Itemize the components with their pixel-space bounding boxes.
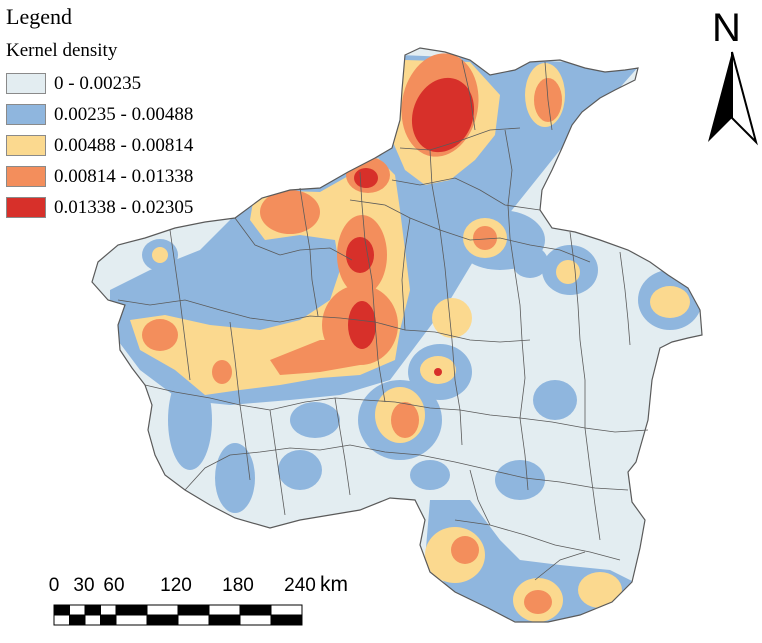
legend-swatch <box>6 73 46 94</box>
density-class-2 <box>578 572 622 608</box>
legend-label: 0.00235 - 0.00488 <box>54 103 194 125</box>
density-class-1 <box>641 477 669 513</box>
density-class-1 <box>512 246 548 278</box>
density-class-3 <box>142 319 178 351</box>
legend-label: 0.01338 - 0.02305 <box>54 196 194 218</box>
density-class-2 <box>556 260 580 284</box>
scale-segment <box>146 604 179 616</box>
scale-tick-label: 180 <box>222 575 254 596</box>
scale-unit: km <box>320 573 348 596</box>
density-class-1 <box>290 402 340 438</box>
legend-item: 0.00814 - 0.01338 <box>6 161 246 192</box>
density-class-3 <box>270 340 360 375</box>
north-arrow-icon <box>708 51 758 146</box>
density-class-3 <box>473 226 497 250</box>
density-class-1 <box>533 380 577 420</box>
scale-segment <box>53 614 70 626</box>
density-class-1 <box>168 370 212 470</box>
density-class-3 <box>212 360 232 384</box>
scale-segment <box>177 604 210 616</box>
legend-title: Legend <box>6 4 72 29</box>
legend-swatch <box>6 135 46 156</box>
scale-segment <box>84 604 101 616</box>
scale-segment <box>99 604 117 616</box>
scale-tick-label: 240 <box>284 575 316 596</box>
density-class-4 <box>411 77 475 153</box>
scale-segment <box>68 604 86 616</box>
scale-segment <box>177 614 210 626</box>
scale-segment <box>99 614 117 626</box>
legend-item: 0 - 0.00235 <box>6 68 246 99</box>
scale-segment <box>208 604 241 616</box>
scale-segment <box>146 614 179 626</box>
density-class-1 <box>495 460 545 500</box>
density-class-1 <box>278 450 322 490</box>
scale-segment <box>115 614 148 626</box>
density-class-3 <box>524 590 552 614</box>
legend-item: 0.00488 - 0.00814 <box>6 130 246 161</box>
legend-label: 0 - 0.00235 <box>54 72 142 94</box>
scale-segment <box>239 614 272 626</box>
scale-segment <box>239 604 272 616</box>
scale-segment <box>208 614 241 626</box>
legend-item: 0.00235 - 0.00488 <box>6 99 246 130</box>
scale-bar-labels: 0 30 60 120 180 240 <box>44 575 374 599</box>
scale-segment <box>270 604 303 616</box>
legend-item: 0.01338 - 0.02305 <box>6 192 246 223</box>
scale-bar <box>53 604 303 626</box>
legend-swatch <box>6 166 46 187</box>
density-class-3 <box>260 190 320 234</box>
density-class-3 <box>451 536 479 564</box>
density-class-2 <box>152 247 168 263</box>
legend-label: 0.00488 - 0.00814 <box>54 134 194 156</box>
scale-tick-label: 60 <box>103 575 125 596</box>
density-class-2 <box>432 298 472 338</box>
legend-subtitle: Kernel density <box>6 40 118 61</box>
density-class-3 <box>391 402 419 438</box>
legend-label: 0.00814 - 0.01338 <box>54 165 194 187</box>
scale-tick-label: 30 <box>73 575 95 596</box>
density-class-4 <box>346 237 374 273</box>
density-class-1 <box>215 443 255 513</box>
scale-segment <box>115 604 148 616</box>
density-class-4 <box>354 168 378 188</box>
scale-segment <box>53 604 70 616</box>
scale-segment <box>270 614 303 626</box>
scale-segment <box>68 614 86 626</box>
scale-tick-label: 0 <box>48 575 60 596</box>
density-class-4 <box>348 301 376 349</box>
north-label: N <box>712 6 741 50</box>
density-class-2 <box>650 286 690 318</box>
scale-tick-label: 120 <box>160 575 192 596</box>
legend-swatch <box>6 197 46 218</box>
scale-segment <box>84 614 101 626</box>
density-class-1 <box>410 460 450 490</box>
legend: Legend Kernel density 0 - 0.00235 0.0023… <box>6 4 246 223</box>
density-class-4 <box>434 368 442 376</box>
legend-swatch <box>6 104 46 125</box>
